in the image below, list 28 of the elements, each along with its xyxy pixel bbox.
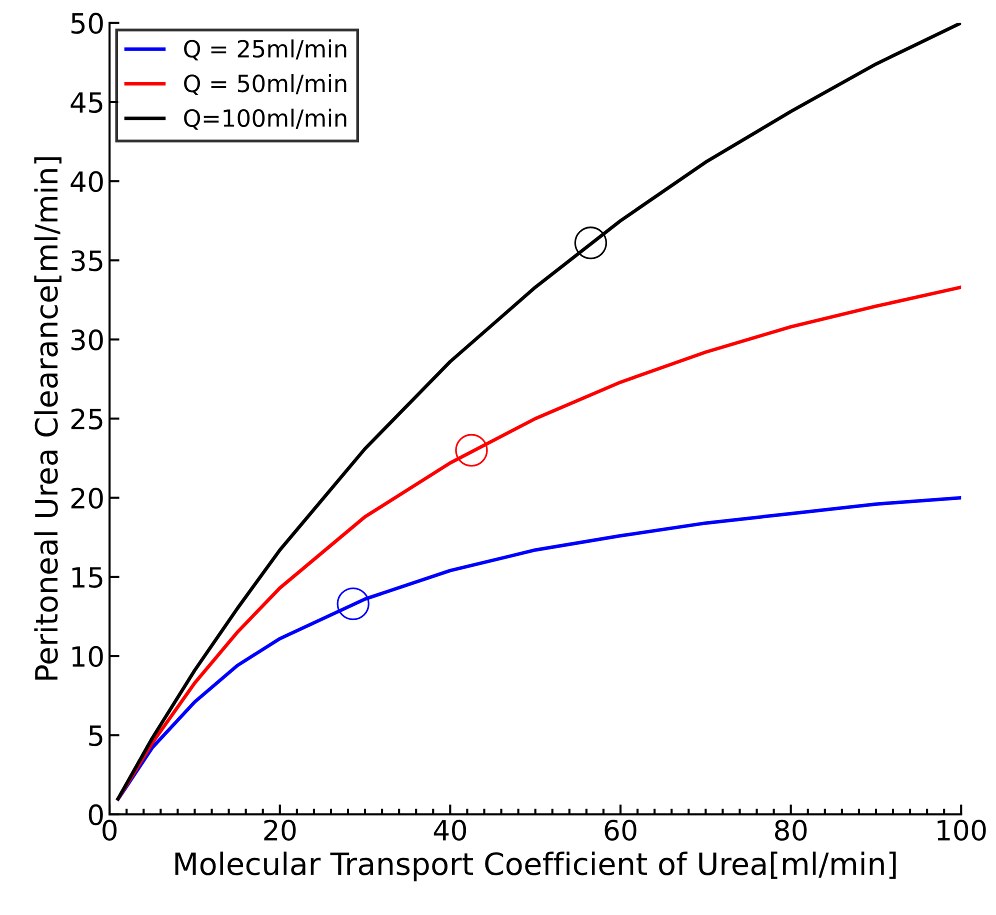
x-tick-label: 20	[264, 820, 296, 841]
y-axis-title: Peritoneal Urea Clearance[ml/min]	[34, 157, 62, 680]
y-tick-label: 0	[88, 804, 103, 826]
x-tick-label: 0	[102, 820, 117, 841]
x-axis-title: Molecular Transport Coefficient of Urea[ml/min]	[175, 852, 896, 882]
y-tick-label: 15	[72, 567, 102, 588]
legend-label: Q=100ml/min	[184, 108, 346, 130]
line-series	[116, 22, 962, 800]
x-tick-label: 100	[938, 820, 986, 841]
x-tick-label: 60	[604, 820, 636, 841]
point	[574, 226, 608, 260]
y-tick-label: 20	[71, 488, 103, 509]
point	[455, 434, 488, 467]
y-tick-label: 50	[71, 12, 103, 34]
y-tick-label: 5	[89, 726, 102, 746]
line-series	[116, 496, 962, 801]
y-tick-label: 35	[71, 250, 102, 272]
y-tick-label: 10	[72, 646, 103, 668]
x-tick-label: 80	[775, 820, 807, 841]
point	[336, 587, 370, 620]
x-tick-label: 40	[434, 820, 466, 841]
legend-label: Q = 50ml/min	[184, 74, 346, 96]
y-tick-label: 30	[71, 329, 103, 350]
line-series	[116, 285, 962, 801]
y-tick-label: 45	[70, 92, 102, 113]
legend-label: Q = 25ml/min	[184, 39, 346, 60]
y-tick-label: 25	[71, 408, 102, 430]
y-tick-label: 40	[70, 171, 103, 192]
